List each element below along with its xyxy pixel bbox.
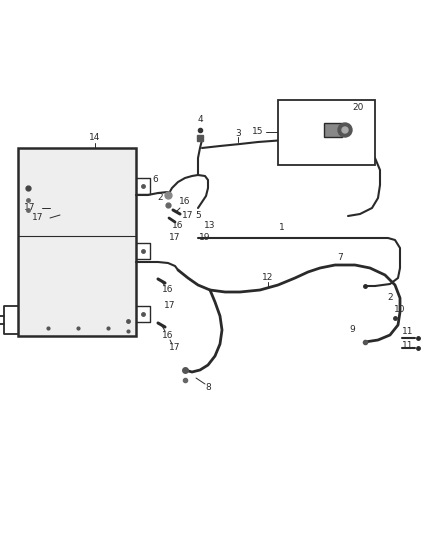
Text: 16: 16 — [162, 286, 174, 295]
Text: 6: 6 — [152, 175, 158, 184]
Text: 2: 2 — [157, 193, 163, 203]
Bar — [18, 148, 136, 336]
Text: 17: 17 — [24, 204, 36, 213]
Circle shape — [338, 123, 352, 137]
Text: 14: 14 — [89, 133, 101, 142]
Text: 7: 7 — [337, 254, 343, 262]
Text: 16: 16 — [179, 198, 191, 206]
Bar — [324, 123, 342, 137]
Text: 9: 9 — [349, 326, 355, 335]
Text: 5: 5 — [195, 211, 201, 220]
Text: 17: 17 — [32, 214, 44, 222]
Text: 12: 12 — [262, 273, 274, 282]
Text: 17: 17 — [169, 343, 181, 352]
Text: 15: 15 — [252, 127, 264, 136]
Text: 11: 11 — [402, 327, 414, 336]
Text: 19: 19 — [199, 233, 211, 243]
Text: 17: 17 — [169, 233, 181, 243]
Text: 10: 10 — [394, 305, 406, 314]
Text: 17: 17 — [164, 302, 176, 311]
Text: 20: 20 — [352, 103, 364, 112]
Text: 8: 8 — [205, 384, 211, 392]
Text: 2: 2 — [387, 294, 393, 303]
Text: 1: 1 — [279, 223, 285, 232]
Circle shape — [342, 127, 348, 133]
Text: 16: 16 — [162, 330, 174, 340]
Text: 13: 13 — [204, 221, 216, 230]
Text: 17: 17 — [182, 211, 194, 220]
Text: 4: 4 — [197, 116, 203, 125]
Text: 11: 11 — [402, 341, 414, 350]
Bar — [278, 100, 375, 165]
Text: 16: 16 — [172, 221, 184, 230]
Text: 3: 3 — [235, 128, 241, 138]
